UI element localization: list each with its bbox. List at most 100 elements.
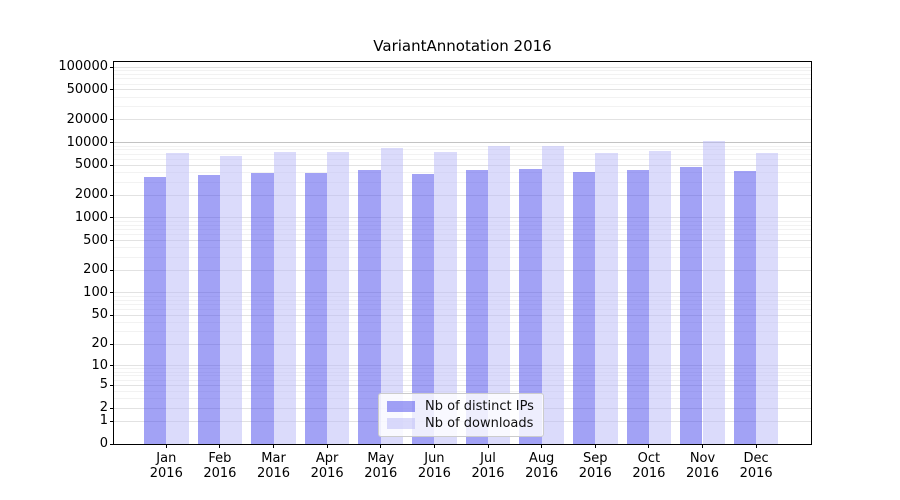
bar-downloads-nov <box>702 141 725 444</box>
x-axis-tick-label: Sep 2016 <box>565 451 625 481</box>
gridline-minor <box>114 220 811 222</box>
y-axis-tick-label: 10 <box>91 357 108 373</box>
gridline-minor <box>114 256 811 258</box>
gridline-minor <box>114 83 811 85</box>
bar-downloads-dec <box>756 153 779 444</box>
bar-distinct-ips-jan <box>144 177 167 444</box>
gridline-minor <box>114 304 811 306</box>
y-tick-mark <box>110 194 114 196</box>
gridline-5000 <box>114 164 811 166</box>
bar-distinct-ips-feb <box>197 174 220 444</box>
bar-distinct-ips-jun <box>412 173 435 444</box>
gridline-minor <box>114 181 811 183</box>
y-tick-mark <box>110 269 114 271</box>
gridline-minor <box>114 96 811 98</box>
bar-downloads-jan <box>166 152 189 444</box>
gridline-minor <box>114 308 811 310</box>
x-tick-label-line: Feb <box>208 451 232 466</box>
x-tick-mark <box>487 444 489 448</box>
gridline-minor <box>114 247 811 249</box>
x-tick-label-line: 2016 <box>256 466 291 481</box>
y-tick-mark <box>110 407 114 409</box>
x-tick-mark <box>702 444 703 448</box>
x-tick-label-line: Sep <box>582 451 608 466</box>
x-axis-tick-label: Feb 2016 <box>190 451 250 481</box>
x-tick-label-line: Mar <box>261 451 286 466</box>
x-axis-tick-label: Jan 2016 <box>136 451 196 481</box>
bar-distinct-ips-mar <box>251 172 274 444</box>
y-tick-mark <box>110 443 114 445</box>
y-tick-mark <box>110 314 114 316</box>
gridline-10000 <box>114 142 811 144</box>
gridline-100000 <box>114 66 811 68</box>
y-tick-mark <box>110 420 114 422</box>
gridline-minor <box>114 172 811 174</box>
gridline-minor <box>114 375 811 377</box>
bar-distinct-ips-aug <box>519 168 542 444</box>
x-tick-label-line: 2016 <box>471 466 505 481</box>
y-tick-mark <box>110 343 114 345</box>
gridline-minor <box>114 145 811 147</box>
x-tick-label-line: Nov <box>689 451 716 466</box>
x-tick-label-line: 2016 <box>632 466 666 481</box>
x-tick-label-line: Apr <box>315 451 339 466</box>
gridline-100 <box>114 292 811 294</box>
gridline-minor <box>114 229 811 231</box>
gridline-minor <box>114 331 811 333</box>
y-axis-tick-label: 1 <box>99 413 108 429</box>
x-tick-label-line: 2016 <box>203 466 237 481</box>
gridline-200 <box>114 269 811 271</box>
bar-downloads-jun <box>434 151 457 444</box>
x-tick-mark <box>433 444 435 448</box>
y-axis-tick-label: 2 <box>99 400 108 416</box>
gridline-minor <box>114 74 811 76</box>
gridline-minor <box>114 149 811 151</box>
legend-label-distinct-ips: Nb of distinct IPs <box>425 398 534 414</box>
x-axis-tick-label: Aug 2016 <box>512 451 572 481</box>
y-tick-mark <box>110 292 114 294</box>
y-axis-tick-label: 50000 <box>66 81 108 97</box>
x-tick-label-line: Jan <box>156 451 177 466</box>
y-tick-mark <box>110 240 114 242</box>
x-tick-label-line: 2016 <box>685 466 720 481</box>
plot-area <box>113 61 812 445</box>
x-axis-tick-label: Apr 2016 <box>297 451 357 481</box>
legend-swatch-downloads <box>387 418 415 430</box>
legend: Nb of distinct IPs Nb of downloads <box>378 393 544 437</box>
x-tick-mark <box>594 444 596 448</box>
x-tick-label-line: 2016 <box>310 466 344 481</box>
x-tick-mark <box>648 444 650 448</box>
y-axis-tick-label: 10000 <box>66 134 108 150</box>
gridline-minor <box>114 379 811 381</box>
bar-distinct-ips-jul <box>465 169 489 444</box>
x-tick-label-line: 2016 <box>149 466 183 481</box>
y-axis-tick-label: 50 <box>91 307 108 323</box>
bar-downloads-sep <box>595 152 618 444</box>
gridline-minor <box>114 106 811 108</box>
x-tick-mark <box>541 444 543 448</box>
legend-swatch-distinct-ips <box>387 400 415 412</box>
gridline-minor <box>114 371 811 373</box>
gridline-minor <box>114 299 811 301</box>
bar-downloads-mar <box>273 152 296 444</box>
x-tick-label-line: 2016 <box>525 466 559 481</box>
x-tick-label-line: Aug <box>528 451 555 466</box>
x-tick-label-line: 2016 <box>417 466 451 481</box>
legend-item-downloads: Nb of downloads <box>387 416 535 431</box>
x-tick-label-line: 2016 <box>364 466 398 481</box>
y-axis-tick-label: 100000 <box>58 59 108 75</box>
bar-downloads-oct <box>648 151 672 444</box>
bar-distinct-ips-sep <box>572 172 596 444</box>
bar-downloads-apr <box>327 152 350 444</box>
y-tick-mark <box>110 217 114 219</box>
y-tick-mark <box>110 384 114 386</box>
gridline-minor <box>114 321 811 323</box>
x-tick-label-line: 2016 <box>578 466 612 481</box>
x-axis-tick-label: Dec 2016 <box>726 451 786 481</box>
x-tick-label-line: Dec <box>743 451 769 466</box>
y-tick-mark <box>110 365 114 367</box>
x-axis-tick-label: Jun 2016 <box>404 451 464 481</box>
y-tick-mark <box>110 119 114 121</box>
x-tick-label-line: Jul <box>480 451 496 466</box>
